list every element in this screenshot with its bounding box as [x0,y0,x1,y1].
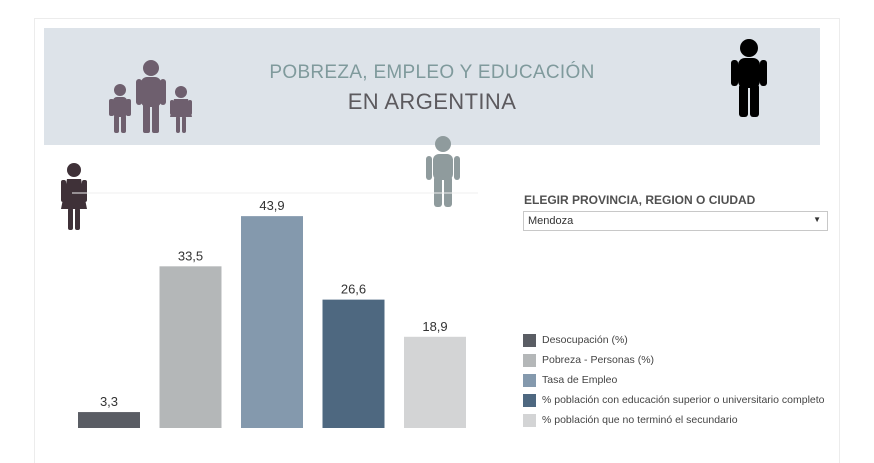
title-line-2: EN ARGENTINA [347,89,517,114]
legend-item[interactable]: % población que no terminó el secundario [523,413,843,429]
header-banner: POBREZA, EMPLEO Y EDUCACIÓN EN ARGENTINA [44,28,820,145]
filter-label: ELEGIR PROVINCIA, REGION O CIUDAD [524,193,756,207]
bar-value-label: 3,3 [100,394,118,409]
legend-swatch [523,354,536,367]
legend-label: % población que no terminó el secundario [542,414,738,426]
bar-2[interactable] [159,266,222,428]
legend-swatch [523,334,536,347]
legend-label: Tasa de Empleo [542,374,618,386]
province-select-value: Mendoza [528,215,574,227]
family-icon [109,60,192,133]
bar-1[interactable] [78,412,140,428]
bar-value-label: 18,9 [422,319,447,334]
legend-swatch [523,394,536,407]
bar-5[interactable] [404,336,466,428]
bar-value-label: 33,5 [178,248,203,263]
bar-value-label: 26,6 [341,282,366,297]
legend-label: % población con educación superior o uni… [542,394,825,406]
legend-label: Desocupación (%) [542,334,628,346]
legend-item[interactable]: Pobreza - Personas (%) [523,353,843,369]
man-icon [731,39,767,117]
title-line-1: POBREZA, EMPLEO Y EDUCACIÓN [269,62,595,83]
bar-value-label: 43,9 [259,198,284,213]
province-select[interactable]: Mendoza ▼ [523,211,828,231]
legend-item[interactable]: Desocupación (%) [523,333,843,349]
legend-label: Pobreza - Personas (%) [542,354,655,366]
legend-item[interactable]: Tasa de Empleo [523,373,843,389]
child-icon [426,136,460,207]
woman-icon [61,163,87,230]
bar-3[interactable] [241,216,303,428]
chevron-down-icon[interactable]: ▼ [813,215,821,224]
legend-item[interactable]: % población con educación superior o uni… [523,393,843,409]
legend-swatch [523,374,536,387]
legend-swatch [523,414,536,427]
bar-4[interactable] [322,299,385,428]
